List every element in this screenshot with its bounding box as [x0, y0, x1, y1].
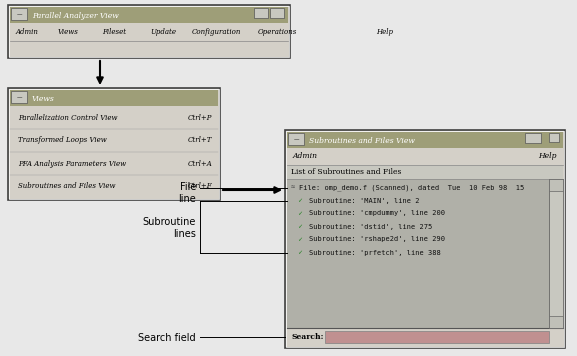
Bar: [8, 88, 220, 200]
Text: Subroutine: 'prfetch', line 388: Subroutine: 'prfetch', line 388: [309, 250, 441, 256]
Text: Admin: Admin: [16, 28, 39, 36]
Text: Help: Help: [376, 28, 393, 36]
Text: ✓: ✓: [297, 237, 302, 242]
Bar: [270, 8, 284, 18]
Bar: [287, 328, 563, 346]
Text: Subroutines and Files View: Subroutines and Files View: [309, 137, 415, 145]
Text: List of Subroutines and Files: List of Subroutines and Files: [291, 168, 402, 176]
Text: Help: Help: [538, 152, 557, 161]
Bar: [254, 8, 268, 18]
Text: ✓: ✓: [297, 250, 302, 255]
Text: File: omp_demo.f (Scanned), dated  Tue  10 Feb 98  15: File: omp_demo.f (Scanned), dated Tue 10…: [299, 184, 524, 191]
Text: PFA Analysis Parameters View: PFA Analysis Parameters View: [18, 159, 126, 168]
Bar: [549, 179, 563, 328]
Bar: [286, 131, 564, 347]
Text: ✓: ✓: [297, 211, 302, 216]
Text: —: —: [293, 137, 299, 142]
Bar: [325, 331, 549, 343]
Text: Operations: Operations: [258, 28, 297, 36]
Text: ≈: ≈: [291, 184, 295, 190]
Text: Subroutine
lines: Subroutine lines: [143, 217, 196, 239]
Text: Search:: Search:: [292, 333, 324, 341]
Text: ✓: ✓: [297, 198, 302, 203]
Text: Subroutine: 'rshape2d', line 290: Subroutine: 'rshape2d', line 290: [309, 236, 445, 242]
Text: Subroutine: 'cmpdummy', line 200: Subroutine: 'cmpdummy', line 200: [309, 210, 445, 216]
Text: Subroutines and Files View: Subroutines and Files View: [18, 183, 115, 190]
Text: Transformed Loops View: Transformed Loops View: [18, 136, 107, 145]
Bar: [11, 8, 27, 20]
Bar: [549, 179, 563, 191]
Bar: [10, 90, 218, 106]
Text: Views: Views: [32, 95, 55, 103]
Text: Configuration: Configuration: [192, 28, 241, 36]
Bar: [9, 6, 289, 57]
Text: Search field: Search field: [138, 333, 196, 343]
Text: Views: Views: [58, 28, 79, 36]
Text: Parallel Analyzer View: Parallel Analyzer View: [32, 12, 119, 20]
Text: ✓: ✓: [297, 224, 302, 229]
Bar: [549, 133, 559, 142]
Bar: [10, 23, 288, 41]
Text: Ctrl+T: Ctrl+T: [188, 136, 212, 145]
Bar: [8, 5, 290, 58]
Text: Subroutine: 'dstid', line 275: Subroutine: 'dstid', line 275: [309, 224, 432, 230]
Bar: [287, 165, 563, 179]
Text: Ctrl+F: Ctrl+F: [188, 183, 212, 190]
Bar: [549, 316, 563, 328]
Text: Admin: Admin: [293, 152, 318, 161]
Text: Update: Update: [150, 28, 176, 36]
Bar: [10, 7, 288, 23]
Text: Ctrl+A: Ctrl+A: [188, 159, 212, 168]
Bar: [287, 132, 563, 148]
Text: —: —: [16, 95, 22, 100]
Bar: [11, 91, 27, 103]
Bar: [288, 133, 304, 145]
Bar: [287, 148, 563, 165]
Bar: [525, 133, 541, 143]
Text: Parallelization Control View: Parallelization Control View: [18, 114, 118, 121]
Bar: [287, 179, 563, 328]
Text: Ctrl+P: Ctrl+P: [188, 114, 212, 121]
Text: Subroutine: 'MAIN', line 2: Subroutine: 'MAIN', line 2: [309, 198, 419, 204]
Bar: [9, 89, 219, 199]
Text: —: —: [16, 12, 22, 17]
Text: File
line: File line: [178, 182, 196, 204]
Text: Fileset: Fileset: [102, 28, 126, 36]
Bar: [285, 130, 565, 348]
